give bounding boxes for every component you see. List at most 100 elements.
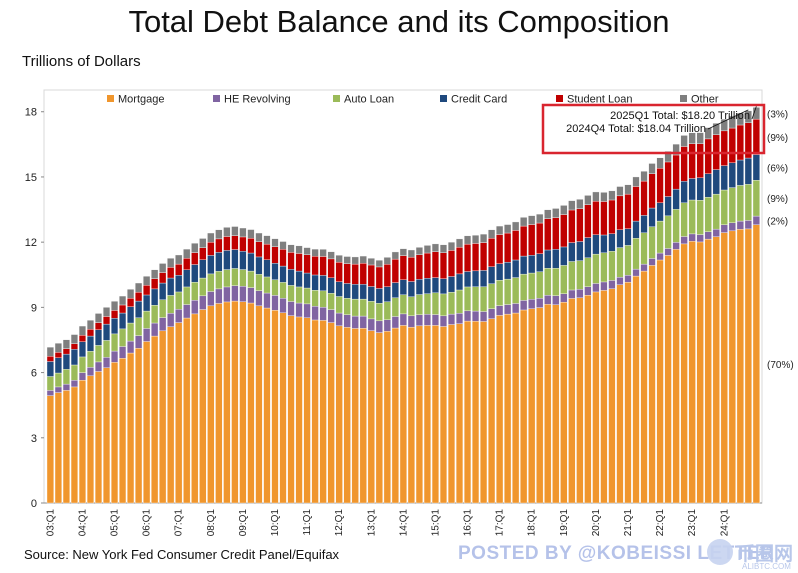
- bar-segment-credit-card: [191, 264, 199, 283]
- bar-segment-mortgage: [86, 375, 95, 504]
- bar-segment-he-revolving: [600, 281, 608, 291]
- bar-segment-credit-card: [167, 277, 175, 296]
- bar-segment-mortgage: [311, 319, 319, 504]
- bar-segment-credit-card: [544, 249, 552, 269]
- bar-segment-he-revolving: [624, 275, 632, 283]
- bar-segment-other: [520, 217, 528, 227]
- bar-segment-mortgage: [600, 290, 608, 504]
- bar-segment-student-loan: [263, 243, 271, 260]
- bar-segment-student-loan: [383, 264, 391, 287]
- bar-segment-he-revolving: [46, 390, 54, 396]
- bar-segment-he-revolving: [86, 367, 95, 377]
- bar-segment-credit-card: [303, 272, 311, 289]
- bar-segment-mortgage: [135, 348, 143, 504]
- legend-label: HE Revolving: [224, 94, 291, 106]
- bar-segment-student-loan: [367, 264, 375, 287]
- bar-segment-he-revolving: [528, 299, 536, 309]
- bar-segment-other: [367, 258, 375, 266]
- bar-segment-he-revolving: [351, 315, 359, 329]
- bar-segment-mortgage: [520, 309, 528, 504]
- bar-segment-other: [744, 110, 752, 123]
- bar-segment-auto-loan: [263, 276, 271, 294]
- bar-segment-mortgage: [367, 330, 375, 504]
- bar-segment-he-revolving: [552, 295, 560, 305]
- watermark-cn: 币圈网: [736, 544, 794, 565]
- bar-segment-credit-card: [271, 263, 279, 280]
- bar-segment-student-loan: [584, 204, 592, 238]
- bar-segment-other: [472, 235, 480, 244]
- x-tick-label: 10:Q1: [270, 509, 281, 537]
- bar-segment-auto-loan: [696, 200, 704, 235]
- bar-segment-credit-card: [552, 249, 560, 269]
- bar-segment-auto-loan: [215, 271, 223, 290]
- bar-segment-mortgage: [504, 313, 512, 504]
- bar-segment-auto-loan: [680, 202, 688, 237]
- bar-segment-he-revolving: [151, 322, 159, 337]
- bar-segment-student-loan: [183, 258, 191, 270]
- bar-segment-student-loan: [135, 291, 143, 302]
- bar-segment-he-revolving: [592, 283, 600, 293]
- bar-segment-auto-loan: [167, 295, 175, 314]
- bar-segment-he-revolving: [463, 310, 472, 322]
- bar-segment-other: [624, 184, 632, 195]
- bar-segment-other: [359, 255, 367, 264]
- legend-label: Other: [691, 94, 719, 106]
- bar-segment-mortgage: [46, 395, 54, 504]
- bar-segment-mortgage: [78, 380, 87, 504]
- callout-leader: [707, 109, 749, 130]
- bar-segment-auto-loan: [736, 185, 744, 222]
- callout-2025q1: 2025Q1 Total: $18.20 Trillion: [610, 110, 750, 122]
- bar-segment-mortgage: [680, 243, 688, 504]
- bar-segment-auto-loan: [504, 278, 512, 305]
- bar-segment-mortgage: [576, 297, 584, 504]
- bar-segment-credit-card: [704, 173, 712, 198]
- bar-segment-credit-card: [159, 282, 167, 300]
- bar-segment-he-revolving: [119, 346, 127, 359]
- y-tick-label: 0: [31, 498, 37, 510]
- bar-segment-other: [672, 143, 680, 156]
- bar-segment-auto-loan: [343, 298, 351, 315]
- bar-segment-he-revolving: [407, 315, 415, 328]
- bar-segment-credit-card: [311, 274, 319, 291]
- bar-segment-mortgage: [584, 295, 592, 504]
- bar-segment-he-revolving: [656, 252, 664, 261]
- bar-segment-mortgage: [271, 310, 279, 504]
- bar-segment-credit-card: [175, 275, 183, 293]
- bar-segment-mortgage: [399, 325, 407, 504]
- bar-segment-he-revolving: [744, 220, 752, 230]
- legend-swatch: [213, 95, 220, 102]
- bar-segment-mortgage: [247, 302, 255, 504]
- bar-segment-student-loan: [472, 243, 480, 272]
- bar-segment-he-revolving: [311, 306, 319, 321]
- bar-segment-credit-card: [135, 300, 143, 318]
- bar-segment-mortgage: [608, 288, 616, 504]
- bar-segment-mortgage: [167, 326, 175, 504]
- bar-segment-auto-loan: [135, 317, 143, 336]
- bar-segment-mortgage: [119, 358, 127, 504]
- bar-segment-mortgage: [383, 331, 391, 504]
- bar-segment-auto-loan: [600, 252, 608, 283]
- bar-segment-other: [552, 208, 560, 218]
- bar-segment-other: [439, 244, 448, 253]
- bar-segment-credit-card: [335, 281, 343, 297]
- bar-segment-auto-loan: [544, 268, 552, 296]
- bar-segment-mortgage: [480, 321, 488, 504]
- bar-segment-auto-loan: [431, 292, 439, 315]
- bar-segment-credit-card: [576, 241, 584, 261]
- bar-segment-he-revolving: [191, 300, 199, 315]
- bar-segment-auto-loan: [576, 260, 584, 290]
- bar-segment-other: [415, 247, 423, 255]
- bar-segment-auto-loan: [199, 277, 207, 297]
- bar-segment-student-loan: [736, 124, 744, 161]
- legend-swatch: [680, 95, 687, 102]
- share-annotation: (3%): [767, 109, 788, 120]
- bar-segment-mortgage: [431, 325, 439, 504]
- bar-segment-he-revolving: [415, 314, 423, 327]
- bar-segment-mortgage: [568, 298, 576, 504]
- bar-segment-auto-loan: [62, 369, 70, 385]
- bar-segment-student-loan: [576, 208, 584, 242]
- bar-segment-mortgage: [215, 303, 223, 504]
- bar-segment-credit-card: [343, 283, 351, 299]
- bar-segment-credit-card: [688, 178, 696, 201]
